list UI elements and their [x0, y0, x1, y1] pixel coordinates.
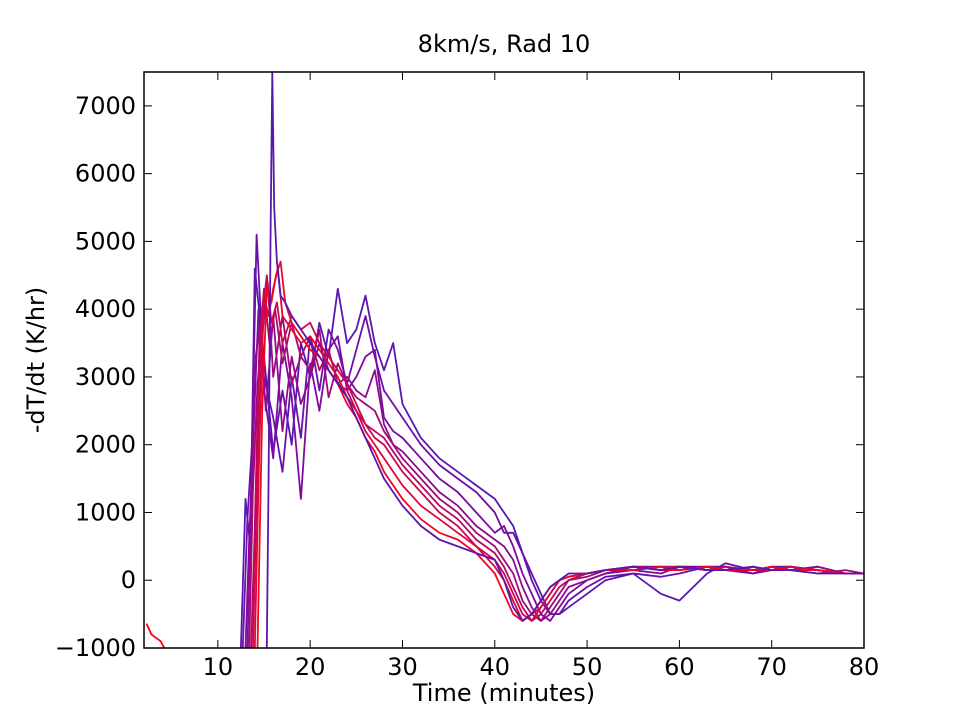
y-tick-label: 4000 [75, 295, 136, 323]
y-tick-label: 6000 [75, 160, 136, 188]
y-tick-label: 7000 [75, 92, 136, 120]
series-layer [145, 72, 864, 648]
series-line-2 [241, 233, 864, 648]
x-tick-label: 40 [479, 653, 510, 681]
y-tick-label: −1000 [55, 634, 136, 662]
ticks-layer: 10 20 30 40 50 60 70 80 −1000 0 1000 2000 3000 4000 50… [55, 72, 879, 681]
y-tick-label: 3000 [75, 363, 136, 391]
x-tick-label: 50 [572, 653, 603, 681]
series-line-1 [240, 267, 864, 648]
series-line-10 [145, 623, 166, 648]
series-line-3 [244, 308, 864, 648]
x-tick-label: 80 [849, 653, 880, 681]
x-tick-label: 70 [756, 653, 787, 681]
x-tick-label: 30 [387, 653, 418, 681]
x-tick-label: 60 [664, 653, 695, 681]
x-axis-title: Time (minutes) [412, 679, 595, 707]
y-tick-label: 0 [121, 566, 136, 594]
y-tick-label: 1000 [75, 498, 136, 526]
x-tick-label: 10 [203, 653, 234, 681]
y-axis-title: -dT/dt (K/hr) [22, 287, 50, 434]
y-tick-label: 2000 [75, 431, 136, 459]
y-tick-label: 5000 [75, 227, 136, 255]
plot-frame [143, 71, 865, 649]
chart-title: 8km/s, Rad 10 [418, 30, 591, 58]
series-line-11 [265, 72, 864, 648]
x-tick-label: 20 [295, 653, 326, 681]
